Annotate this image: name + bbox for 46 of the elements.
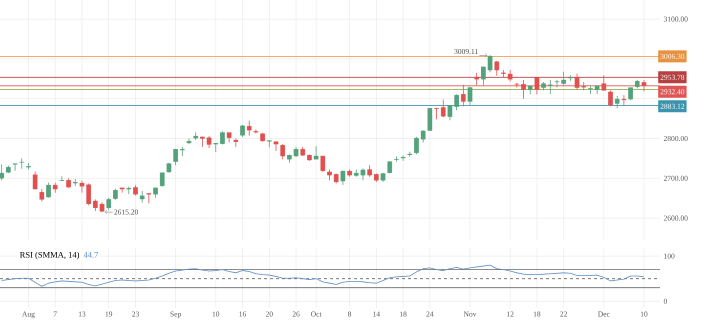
candlestick xyxy=(39,188,44,202)
candlestick xyxy=(106,197,112,211)
candlestick xyxy=(220,130,225,145)
candlestick xyxy=(52,182,58,194)
candlestick xyxy=(280,144,286,160)
candlestick xyxy=(468,86,472,106)
candlestick xyxy=(19,158,24,170)
candlestick xyxy=(26,162,31,170)
candlestick xyxy=(548,80,553,94)
chart-title: RSI (SMMA, 14) xyxy=(20,252,80,260)
candlestick xyxy=(240,124,245,138)
candlestick xyxy=(12,163,18,172)
candlestick xyxy=(180,146,185,156)
candlestick xyxy=(140,190,145,203)
candlestick xyxy=(146,192,152,204)
candlestick xyxy=(387,160,392,174)
candlestick xyxy=(528,84,533,95)
candlestick xyxy=(226,132,232,143)
candlestick xyxy=(400,155,406,162)
candlestick xyxy=(622,94,626,106)
candlestick xyxy=(494,60,500,76)
candlestick xyxy=(394,156,399,162)
candlestick xyxy=(340,170,346,186)
candlestick xyxy=(614,96,620,109)
candlestick xyxy=(173,148,178,166)
candlestick xyxy=(66,178,71,188)
candlestick xyxy=(160,172,165,188)
candlestick xyxy=(628,87,633,101)
candlestick xyxy=(32,171,38,190)
candlestick xyxy=(133,184,138,196)
candlestick xyxy=(320,156,326,172)
candlestick xyxy=(440,99,446,118)
candlestick xyxy=(428,108,432,132)
candlestick xyxy=(367,164,372,178)
candlestick xyxy=(46,182,51,198)
candlestick xyxy=(360,168,366,181)
candlestick xyxy=(608,90,613,107)
candlestick xyxy=(568,74,573,82)
candlestick xyxy=(300,146,306,156)
candlestick xyxy=(314,146,318,160)
chart-subtitle: 44.7 xyxy=(84,252,98,258)
candlestick xyxy=(0,164,4,181)
candlestick xyxy=(113,188,118,200)
candlestick xyxy=(246,120,252,136)
candlestick xyxy=(380,172,386,182)
candlestick xyxy=(60,176,64,182)
